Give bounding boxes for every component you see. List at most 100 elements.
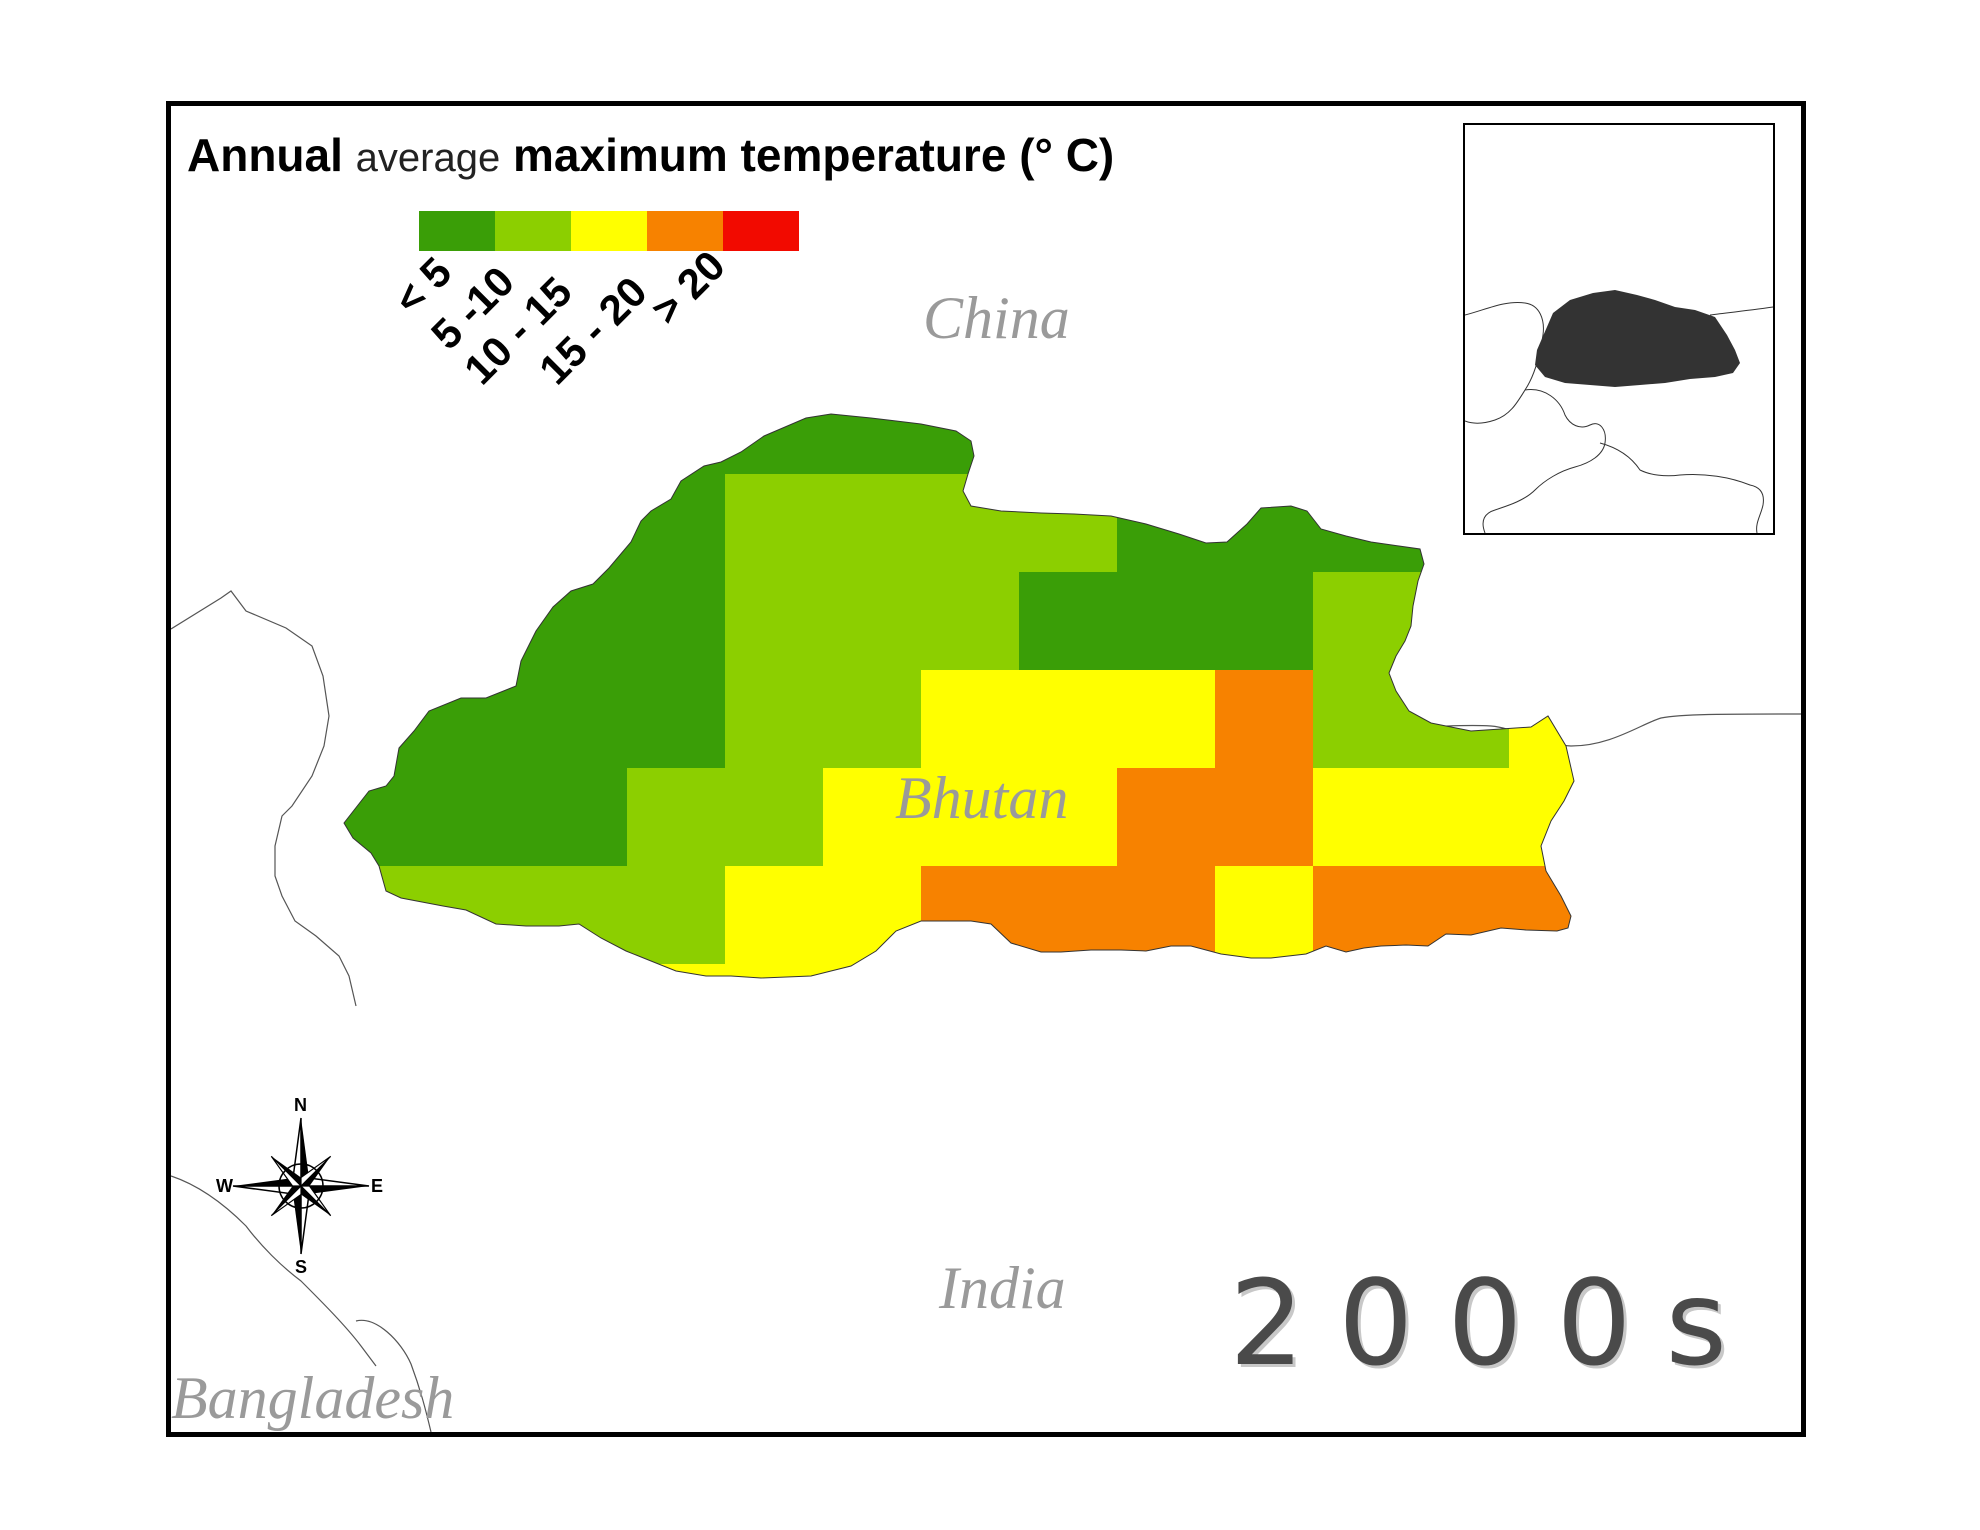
grid-cell	[725, 1062, 824, 1161]
grid-cell	[921, 1062, 1020, 1161]
grid-cell	[627, 670, 726, 769]
grid-cell	[1509, 1062, 1608, 1161]
grid-cell	[344, 670, 432, 769]
grid-cell	[1215, 572, 1314, 671]
compass-e: E	[371, 1176, 384, 1196]
legend-swatch-5	[723, 211, 799, 251]
grid-cell	[529, 572, 628, 671]
label-china: China	[923, 285, 1070, 351]
compass-n: N	[294, 1095, 307, 1115]
grid-cell	[1019, 1062, 1118, 1161]
grid-cell	[431, 866, 530, 965]
grid-cell	[1313, 768, 1412, 867]
grid-cell	[431, 414, 530, 475]
grid-cell	[1411, 670, 1510, 769]
grid-cell	[823, 1160, 922, 1259]
grid-cell	[1509, 670, 1574, 769]
grid-cell	[344, 414, 432, 475]
grid-cell	[431, 964, 530, 978]
grid-cell	[823, 1062, 922, 1161]
grid-cell	[1607, 866, 1706, 965]
grid-cell	[431, 670, 530, 769]
grid-cell	[529, 474, 628, 573]
grid-cell	[344, 572, 432, 671]
grid-cell	[1313, 964, 1412, 978]
bhutan-inset-shape	[1535, 290, 1740, 387]
grid-cell	[529, 414, 628, 475]
grid-cell	[1509, 866, 1574, 965]
grid-cell	[627, 964, 726, 978]
grid-cell	[1019, 670, 1118, 769]
grid-cell	[1313, 1160, 1412, 1259]
grid-cell	[1215, 964, 1314, 978]
grid-cell	[1411, 768, 1510, 867]
grid-cell	[529, 964, 628, 978]
legend-color-bar	[419, 211, 799, 251]
grid-cell	[1411, 1062, 1510, 1161]
grid-cell	[529, 670, 628, 769]
grid-cell	[823, 866, 922, 965]
grid-cell	[1215, 1160, 1314, 1259]
grid-cell	[1705, 866, 1801, 965]
title-part-1: Annual	[187, 129, 343, 181]
grid-cell	[1705, 768, 1801, 867]
grid-cell	[823, 964, 922, 978]
map-frame: Annual average maximum temperature (° C)…	[166, 101, 1806, 1437]
grid-cell	[1117, 572, 1216, 671]
label-bangladesh: Bangladesh	[171, 1365, 455, 1431]
legend-swatch-3	[571, 211, 647, 251]
grid-cell	[921, 1160, 1020, 1259]
legend-swatch-4	[647, 211, 723, 251]
grid-cell	[1117, 1062, 1216, 1161]
grid-cell	[823, 670, 922, 769]
grid-cell	[1019, 572, 1118, 671]
grid-cell	[1607, 1160, 1706, 1259]
grid-cell	[627, 1062, 726, 1161]
grid-cell	[921, 670, 1020, 769]
grid-cell	[1019, 474, 1118, 573]
grid-cell	[344, 474, 432, 573]
grid-cell	[725, 768, 824, 867]
compass-w: W	[216, 1176, 233, 1196]
grid-cell	[823, 414, 922, 475]
grid-cell	[1117, 1160, 1216, 1259]
grid-cell	[1411, 1160, 1510, 1259]
grid-cell	[529, 866, 628, 965]
decade-label: 2000s	[1229, 1254, 1761, 1392]
grid-cell	[627, 1160, 726, 1259]
title-part-3: maximum temperature (° C)	[513, 129, 1115, 181]
grid-cell	[431, 474, 530, 573]
grid-cell	[921, 866, 1020, 965]
label-india: India	[939, 1255, 1066, 1321]
grid-cell	[1607, 1062, 1706, 1161]
grid-cell	[921, 964, 1020, 978]
grid-cell	[1215, 414, 1314, 475]
grid-cell	[725, 414, 824, 475]
border-lines	[171, 590, 1801, 1432]
locator-inset-map	[1463, 123, 1775, 535]
grid-cell	[1019, 964, 1118, 978]
grid-cell	[1019, 866, 1118, 965]
grid-cell	[1019, 414, 1118, 475]
grid-cell	[1411, 866, 1510, 965]
grid-cell	[1313, 1062, 1412, 1161]
map-title: Annual average maximum temperature (° C)	[187, 128, 1114, 182]
grid-cell	[921, 768, 1020, 867]
grid-cell	[1313, 670, 1412, 769]
grid-cell	[1215, 1062, 1314, 1161]
grid-cell	[529, 768, 628, 867]
grid-cell	[1019, 768, 1118, 867]
grid-cell	[431, 572, 530, 671]
grid-cell	[1705, 670, 1801, 769]
map-canvas	[171, 211, 1801, 1432]
grid-cell	[921, 474, 1020, 573]
grid-cell	[1705, 1160, 1801, 1259]
grid-cell	[823, 572, 922, 671]
grid-cell	[1117, 414, 1216, 475]
grid-cell	[1117, 474, 1216, 573]
compass-rose-icon: N S E W	[216, 1095, 386, 1277]
grid-cell	[1215, 474, 1314, 573]
label-bhutan: Bhutan	[895, 765, 1069, 831]
title-part-2: average	[355, 136, 501, 180]
grid-cell	[725, 474, 824, 573]
